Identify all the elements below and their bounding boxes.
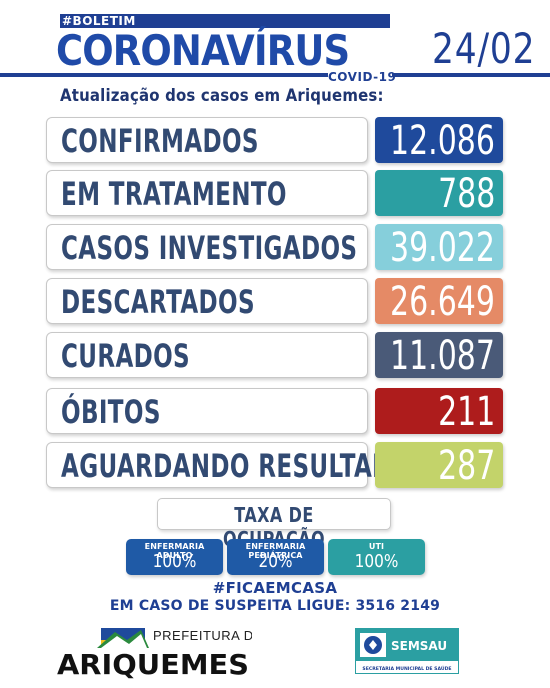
row-label-text: CASOS INVESTIGADOS: [61, 229, 358, 267]
report-date: 24/02: [432, 24, 536, 73]
row-label-text: CONFIRMADOS: [61, 122, 259, 160]
row-value-text: 12.086: [390, 118, 495, 164]
row-value-text: 287: [437, 443, 495, 489]
semsau-text: SEMSAU: [391, 639, 447, 653]
occupancy-label: ENFERMARIA ADULTO: [144, 542, 205, 560]
occupancy-label: UTI: [368, 542, 385, 551]
occupancy-uti: UTI 100%: [328, 539, 425, 575]
occupancy-value: 100%: [354, 551, 399, 572]
row-label-curados: CURADOS: [46, 332, 368, 378]
row-label-text: EM TRATAMENTO: [61, 175, 287, 213]
row-value-text: 26.649: [390, 279, 495, 325]
occupancy-value: 20%: [258, 551, 293, 572]
boletim-label: #BOLETIM: [62, 14, 136, 28]
boletim-bar: [60, 14, 390, 28]
occupancy-enfermaria-pediatrica: ENFERMARIA PEDIÁTRICA 20%: [227, 539, 324, 575]
subtitle: Atualização dos casos em Ariquemes:: [60, 86, 384, 106]
hashtag-text: #FICAEMCASA: [212, 579, 338, 597]
row-value-confirmados: 12.086: [375, 117, 503, 163]
row-label-text: AGUARDANDO RESULTADO: [61, 447, 412, 485]
title-underline: [0, 73, 328, 77]
covid-label: COVID-19: [328, 70, 397, 84]
occupancy-label: ENFERMARIA PEDIÁTRICA: [245, 542, 306, 560]
page-title: CORONAVÍRUS: [56, 26, 350, 75]
prefeitura-de-text: PREFEITURA DE: [153, 628, 252, 643]
row-label-text: CURADOS: [61, 337, 191, 375]
phone-text: EM CASO DE SUSPEITA LIGUE: 3516 2149: [109, 598, 441, 614]
row-label-em-tratamento: EM TRATAMENTO: [46, 170, 368, 216]
row-label-confirmados: CONFIRMADOS: [46, 117, 368, 163]
row-value-obitos: 211: [375, 388, 503, 434]
date-underline: [392, 73, 550, 77]
row-value-aguardando-resultado: 287: [375, 442, 503, 488]
row-value-text: 11.087: [390, 333, 495, 379]
row-label-text: DESCARTADOS: [61, 283, 255, 321]
prefeitura-logo: PREFEITURA DE ARIQUEMES: [57, 628, 252, 681]
row-value-casos-investigados: 39.022: [375, 224, 503, 270]
row-label-text: ÓBITOS: [61, 393, 161, 431]
occupancy-title-box: TAXA DE OCUPAÇÃO: [157, 498, 391, 551]
occupancy-enfermaria-adulto: ENFERMARIA ADULTO 100%: [126, 539, 223, 575]
row-label-obitos: ÓBITOS: [46, 388, 368, 434]
row-value-text: 788: [437, 171, 495, 217]
row-value-text: 211: [437, 389, 495, 435]
row-label-descartados: DESCARTADOS: [46, 278, 368, 324]
row-value-curados: 11.087: [375, 332, 503, 378]
semsau-logo: SEMSAU SECRETARIA MUNICIPAL DE SAÚDE: [355, 628, 459, 674]
row-value-em-tratamento: 788: [375, 170, 503, 216]
row-label-casos-investigados: CASOS INVESTIGADOS: [46, 224, 368, 270]
flag-emblem-icon: [97, 628, 149, 648]
row-value-text: 39.022: [390, 225, 495, 271]
row-label-aguardando-resultado: AGUARDANDO RESULTADO: [46, 442, 411, 488]
row-value-descartados: 26.649: [375, 278, 503, 324]
city-name-text: ARIQUEMES: [57, 648, 249, 681]
semsau-subtitle: SECRETARIA MUNICIPAL DE SAÚDE: [362, 665, 451, 672]
occupancy-value: 100%: [152, 551, 197, 572]
